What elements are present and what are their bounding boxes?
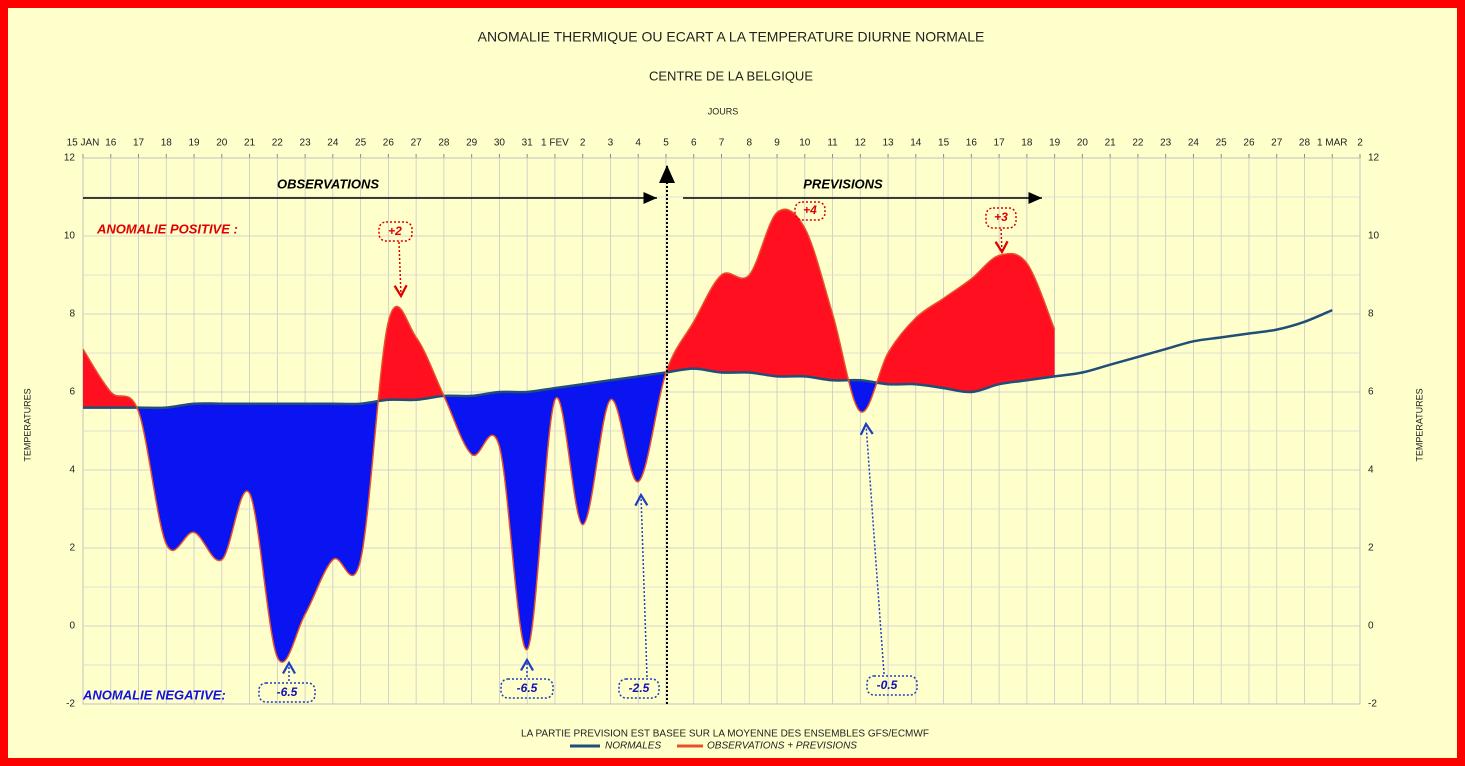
x-tick-label: 15 JAN [67, 138, 100, 149]
annotation: OBSERVATIONS [277, 176, 379, 191]
y2-tick-label: -2 [1368, 699, 1377, 710]
x-tick-label: 19 [188, 138, 200, 149]
x-tick-label: 24 [327, 138, 339, 149]
y2-tick-label: 6 [1368, 387, 1374, 398]
x-axis-label: JOURS [708, 106, 739, 116]
callout-arrow [393, 241, 408, 299]
x-tick-label: 15 [938, 138, 950, 149]
x-tick-label: 18 [1021, 138, 1033, 149]
callout-box [258, 682, 316, 703]
callout-box [618, 678, 660, 699]
callout-box [985, 207, 1017, 229]
callout-label: -0.5 [877, 678, 898, 692]
series-line [82, 208, 1056, 663]
y-tick-label: 4 [69, 465, 75, 476]
annotation: ANOMALIE NEGATIVE: [82, 687, 226, 702]
callout-label: -6.5 [517, 681, 538, 695]
x-tick-label: 17 [133, 138, 145, 149]
series-line [83, 308, 1333, 410]
x-tick-label: 16 [966, 138, 978, 149]
callout-label: -6.5 [277, 685, 298, 699]
y-tick-label: 2 [69, 543, 75, 554]
x-tick-label: 5 [663, 138, 669, 149]
annotation: PREVISIONS [803, 176, 883, 191]
y2-tick-label: 10 [1368, 231, 1380, 242]
positive-area [83, 209, 1055, 408]
x-tick-label: 28 [438, 138, 450, 149]
y-tick-label: 12 [64, 153, 76, 164]
x-tick-label: 19 [1049, 138, 1061, 149]
x-tick-label: 1 MAR [1317, 138, 1348, 149]
x-tick-label: 14 [910, 138, 922, 149]
chart-title: ANOMALIE THERMIQUE OU ECART A LA TEMPERA… [478, 29, 985, 45]
x-tick-label: 23 [1160, 138, 1172, 149]
x-tick-label: 16 [105, 138, 117, 149]
y-tick-label: 6 [69, 387, 75, 398]
x-tick-label: 26 [1243, 138, 1255, 149]
x-tick-label: 18 [161, 138, 173, 149]
x-tick-label: 2 [1357, 138, 1363, 149]
x-tick-label: 24 [1188, 138, 1200, 149]
x-tick-label: 6 [691, 138, 697, 149]
x-tick-label: 31 [522, 138, 534, 149]
x-tick-label: 11 [827, 138, 838, 149]
x-tick-label: 28 [1299, 138, 1311, 149]
y2-tick-label: 2 [1368, 543, 1374, 554]
y2-tick-label: 12 [1368, 153, 1380, 164]
callout-label: -2.5 [629, 681, 650, 695]
callout-box [794, 201, 826, 221]
y-tick-label: -2 [66, 699, 75, 710]
x-tick-label: 10 [799, 138, 811, 149]
x-tick-label: 4 [635, 138, 641, 149]
callout-box [500, 678, 554, 699]
x-tick-label: 25 [355, 138, 367, 149]
x-tick-label: 22 [272, 138, 284, 149]
x-tick-label: 27 [411, 138, 423, 149]
y2-tick-label: 0 [1368, 621, 1374, 632]
x-tick-label: 17 [994, 138, 1006, 149]
callout-label: +3 [994, 210, 1008, 224]
footnote: LA PARTIE PREVISION EST BASEE SUR LA MOY… [521, 729, 929, 740]
x-tick-label: 21 [244, 138, 256, 149]
y-tick-label: 8 [69, 309, 75, 320]
x-tick-label: 13 [883, 138, 895, 149]
x-tick-label: 9 [774, 138, 780, 149]
x-tick-label: 30 [494, 138, 506, 149]
callout-box [378, 221, 413, 242]
x-tick-label: 1 FEV [541, 138, 569, 149]
chart-subtitle: CENTRE DE LA BELGIQUE [649, 68, 813, 83]
x-tick-label: 2 [580, 138, 586, 149]
x-tick-label: 3 [608, 138, 614, 149]
x-tick-label: 8 [746, 138, 752, 149]
x-tick-label: 20 [1077, 138, 1089, 149]
y2-axis-label: TEMPERATURES [1414, 388, 1424, 461]
y2-tick-label: 4 [1368, 465, 1374, 476]
y-axis-label: TEMPERATURES [22, 388, 32, 461]
x-tick-label: 22 [1132, 138, 1144, 149]
x-tick-label: 23 [300, 138, 312, 149]
x-tick-label: 21 [1105, 138, 1117, 149]
x-tick-label: 7 [719, 138, 725, 149]
x-tick-label: 26 [383, 138, 395, 149]
callout-label: +4 [803, 203, 817, 217]
annotation: ANOMALIE POSITIVE : [96, 221, 238, 236]
x-tick-label: 12 [855, 138, 867, 149]
legend-label: NORMALES [605, 741, 661, 752]
y-tick-label: 10 [64, 231, 76, 242]
callout-arrow [859, 421, 885, 675]
y2-tick-label: 8 [1368, 309, 1374, 320]
x-tick-label: 27 [1271, 138, 1283, 149]
x-tick-label: 20 [216, 138, 228, 149]
x-tick-label: 25 [1216, 138, 1228, 149]
callout-box [866, 675, 918, 696]
callout-label: +2 [388, 224, 402, 238]
x-tick-label: 29 [466, 138, 478, 149]
legend-label: OBSERVATIONS + PREVISIONS [707, 741, 857, 752]
y-tick-label: 0 [69, 621, 75, 632]
